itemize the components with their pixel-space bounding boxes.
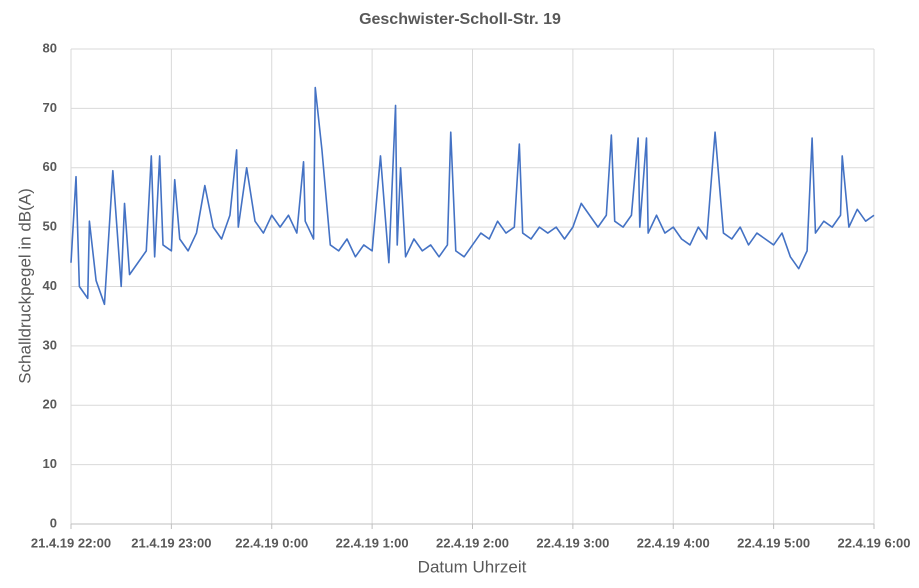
chart-title: Geschwister-Scholl-Str. 19 — [359, 11, 561, 28]
y-tick-label: 20 — [43, 397, 57, 412]
y-tick-label: 80 — [43, 40, 57, 55]
x-tick-label: 22.4.19 6:00 — [837, 535, 910, 550]
data-line — [70, 86, 875, 306]
x-tick-label: 21.4.19 22:00 — [31, 535, 111, 550]
x-axis-label: Datum Uhrzeit — [418, 557, 527, 576]
y-axis-label: Schalldruckpegel in dB(A) — [15, 188, 34, 384]
y-tick-label: 40 — [43, 278, 57, 293]
y-tick-label: 70 — [43, 100, 57, 115]
x-tick-label: 22.4.19 3:00 — [536, 535, 609, 550]
y-tick-label: 50 — [43, 219, 57, 234]
x-tick-label: 22.4.19 4:00 — [637, 535, 710, 550]
y-tick-label: 30 — [43, 337, 57, 352]
x-tick-label: 22.4.19 1:00 — [336, 535, 409, 550]
y-tick-label: 10 — [43, 456, 57, 471]
x-tick-label: 22.4.19 0:00 — [235, 535, 308, 550]
y-tick-label: 0 — [50, 515, 57, 530]
x-tick-label: 22.4.19 5:00 — [737, 535, 810, 550]
y-tick-label: 60 — [43, 159, 57, 174]
x-tick-label: 21.4.19 23:00 — [131, 535, 211, 550]
x-tick-label: 22.4.19 2:00 — [436, 535, 509, 550]
